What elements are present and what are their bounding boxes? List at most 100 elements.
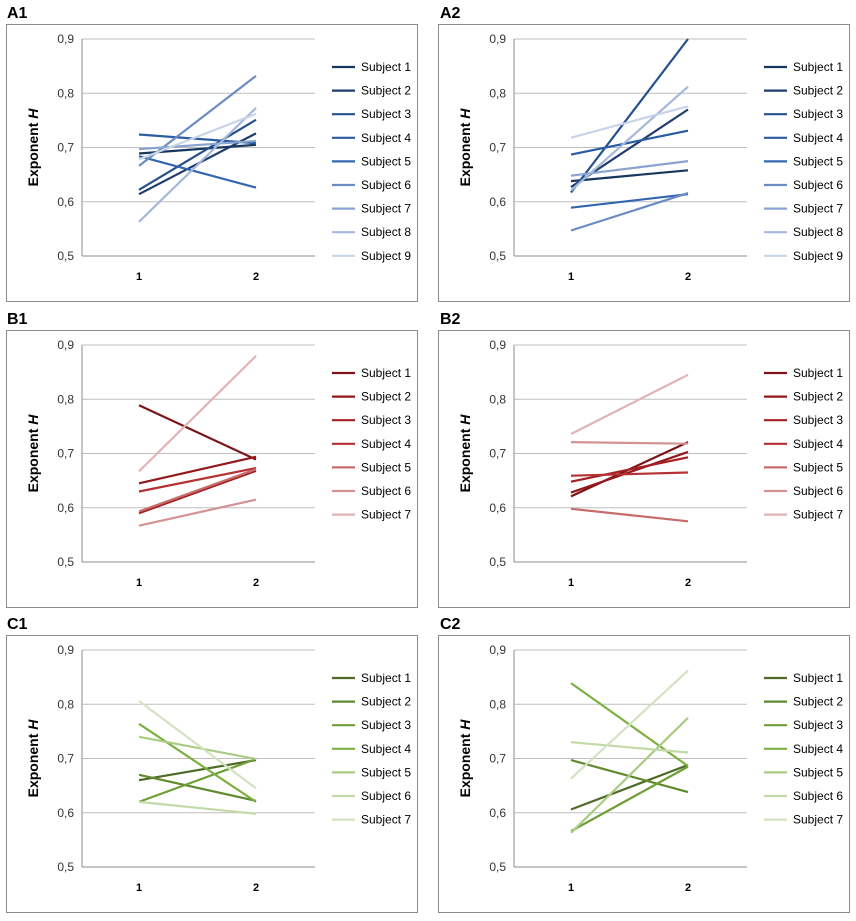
chart-b2: 0,5 0,6 0,7 0,8 0,9 1 2 Exponent H Subject 1 Subj… <box>457 338 843 589</box>
legend-label: Subject 1 <box>793 671 843 685</box>
series-line-subject-3 <box>138 118 257 191</box>
series-line-subject-5 <box>138 468 257 513</box>
legend-label: Subject 1 <box>361 671 411 685</box>
y-tick-label: 0,7 <box>489 752 506 766</box>
legend-label: Subject 3 <box>361 413 411 427</box>
y-axis-title: Exponent H <box>457 108 473 187</box>
y-tick-label: 0,9 <box>57 32 74 46</box>
legend-label: Subject 3 <box>793 413 843 427</box>
y-tick-label: 0,8 <box>57 392 74 406</box>
y-tick-label: 0,8 <box>489 392 506 406</box>
legend-label: Subject 6 <box>793 789 843 803</box>
series-line-subject-1 <box>570 169 689 183</box>
legend-label: Subject 1 <box>793 60 843 74</box>
y-axis-title-text: Exponent <box>457 425 473 493</box>
y-axis-title-variable: H <box>25 414 41 425</box>
legend-label: Subject 4 <box>793 437 843 451</box>
series-line-subject-3 <box>138 469 257 515</box>
legend-label: Subject 7 <box>793 508 843 522</box>
legend-label: Subject 7 <box>361 508 411 522</box>
legend-label: Subject 8 <box>361 225 411 239</box>
y-tick-label: 0,7 <box>489 141 506 155</box>
legend-label: Subject 4 <box>361 131 411 145</box>
y-tick-label: 0,9 <box>57 338 74 352</box>
series-line-subject-9 <box>570 105 689 139</box>
chart-a2: 0,5 0,6 0,7 0,8 0,9 1 2 Exponent H Subject 1 Subj… <box>457 32 843 283</box>
x-tick-label: 1 <box>136 271 142 283</box>
y-axis-title-text: Exponent <box>25 730 41 798</box>
legend-label: Subject 2 <box>793 84 843 98</box>
legend-label: Subject 1 <box>361 60 411 74</box>
chart-panel-b2: 0,5 0,6 0,7 0,8 0,9 1 2 Exponent H Subject 1 Subj… <box>438 330 850 608</box>
y-axis-title: Exponent H <box>25 108 41 187</box>
series-line-subject-7 <box>138 700 257 790</box>
x-tick-label: 2 <box>685 271 691 283</box>
x-tick-label: 2 <box>253 882 259 894</box>
series-line-subject-5 <box>570 507 689 523</box>
y-axis-title-text: Exponent <box>457 119 473 187</box>
chart-panel-c2: 0,5 0,6 0,7 0,8 0,9 1 2 Exponent H Subject 1 Subj… <box>438 635 850 913</box>
series-line-subject-5 <box>138 155 257 189</box>
legend-label: Subject 9 <box>793 249 843 263</box>
x-tick-label: 2 <box>253 271 259 283</box>
series-line-subject-6 <box>138 800 257 815</box>
legend-label: Subject 4 <box>793 131 843 145</box>
legend-label: Subject 6 <box>361 178 411 192</box>
legend-label: Subject 7 <box>793 813 843 827</box>
chart-c1: 0,5 0,6 0,7 0,8 0,9 1 2 Exponent H Subject 1 Subj… <box>25 643 411 894</box>
y-tick-label: 0,8 <box>57 697 74 711</box>
series-line-subject-6 <box>570 741 689 754</box>
legend-label: Subject 1 <box>793 366 843 380</box>
x-tick-label: 2 <box>685 882 691 894</box>
y-axis-title-variable: H <box>457 719 473 730</box>
legend-label: Subject 5 <box>361 460 411 474</box>
series-line-subject-7 <box>138 139 257 151</box>
x-tick-label: 1 <box>568 882 574 894</box>
series-line-subject-1 <box>570 763 689 811</box>
series-line-subject-2 <box>138 455 257 485</box>
series-line-subject-3 <box>570 765 689 833</box>
series-line-subject-3 <box>570 38 689 194</box>
legend-label: Subject 5 <box>361 765 411 779</box>
series-line-subject-7 <box>570 373 689 435</box>
legend-label: Subject 8 <box>793 225 843 239</box>
y-axis-title-variable: H <box>457 108 473 119</box>
y-tick-label: 0,8 <box>489 697 506 711</box>
legend-label: Subject 3 <box>793 718 843 732</box>
y-tick-label: 0,9 <box>489 338 506 352</box>
legend-label: Subject 6 <box>361 484 411 498</box>
y-tick-label: 0,5 <box>57 555 74 569</box>
y-tick-label: 0,7 <box>489 447 506 461</box>
series-line-subject-3 <box>138 757 257 803</box>
y-tick-label: 0,9 <box>489 643 506 657</box>
panel-label-b2: B2 <box>440 311 461 328</box>
y-axis-title: Exponent H <box>457 414 473 493</box>
series-line-subject-7 <box>570 669 689 780</box>
legend-label: Subject 2 <box>793 695 843 709</box>
y-tick-label: 0,8 <box>57 86 74 100</box>
y-tick-label: 0,6 <box>489 806 506 820</box>
y-tick-label: 0,6 <box>57 195 74 209</box>
series-line-subject-5 <box>138 735 257 761</box>
x-tick-label: 1 <box>568 271 574 283</box>
series-line-subject-4 <box>570 129 689 156</box>
legend-label: Subject 5 <box>793 460 843 474</box>
y-tick-label: 0,5 <box>489 860 506 874</box>
series-line-subject-2 <box>570 450 689 494</box>
y-axis-title-text: Exponent <box>25 425 41 493</box>
x-tick-label: 1 <box>136 577 142 589</box>
panel-label-b1: B1 <box>7 311 28 328</box>
x-tick-label: 2 <box>685 577 691 589</box>
series-line-subject-1 <box>138 759 257 782</box>
legend-label: Subject 2 <box>361 84 411 98</box>
panel-label-c2: C2 <box>440 616 461 633</box>
y-tick-label: 0,5 <box>489 555 506 569</box>
legend-label: Subject 4 <box>793 742 843 756</box>
chart-panel-a2: 0,5 0,6 0,7 0,8 0,9 1 2 Exponent H Subject 1 Subj… <box>438 24 850 302</box>
series-line-subject-5 <box>570 193 689 209</box>
legend-label: Subject 6 <box>793 484 843 498</box>
legend-label: Subject 7 <box>361 813 411 827</box>
legend-label: Subject 9 <box>361 249 411 263</box>
y-tick-label: 0,5 <box>57 249 74 263</box>
y-tick-label: 0,8 <box>489 86 506 100</box>
